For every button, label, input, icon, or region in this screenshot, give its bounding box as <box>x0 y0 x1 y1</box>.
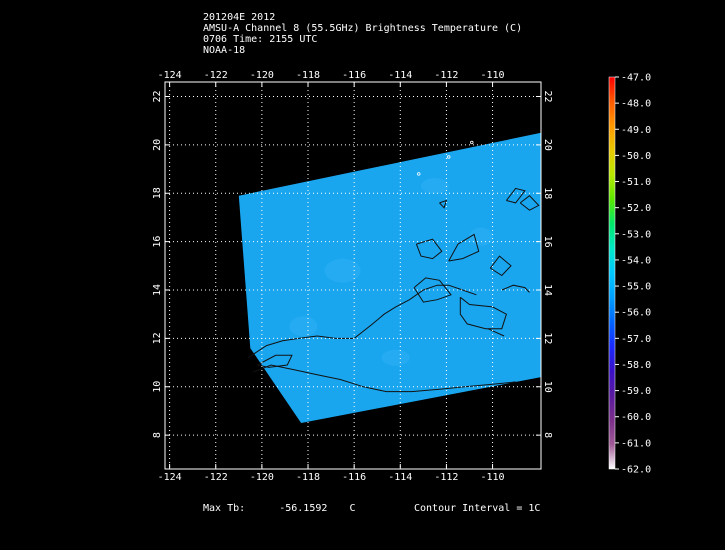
lon-tick-label-bottom: -110 <box>481 472 505 483</box>
colorbar-label: -48.0 <box>621 99 651 110</box>
lat-tick-label-left: 20 <box>152 139 163 151</box>
lon-tick-label-bottom: -116 <box>342 472 366 483</box>
colorbar-label: -52.0 <box>621 203 651 214</box>
lon-tick-label-top: -124 <box>158 70 182 81</box>
lon-tick-label-top: -122 <box>204 70 228 81</box>
axis-ticks: -124 -124 -122 -122 -120 -120 -118 -118 -116 -116… <box>152 70 553 483</box>
map-frame <box>164 81 542 470</box>
title-line-storm: 201204E 2012 <box>203 12 276 23</box>
max-tb-unit: C <box>349 503 356 514</box>
lat-tick-label-right: 14 <box>542 284 553 296</box>
lon-tick-label-bottom: -114 <box>388 472 412 483</box>
contour-blip <box>470 140 474 145</box>
contour-line <box>439 199 448 209</box>
colorbar-label: -57.0 <box>621 334 651 345</box>
contour-interval: Contour Interval = 1C <box>414 503 541 514</box>
max-tb-readout: Max Tb: -56.1592 C <box>203 503 355 514</box>
title-line-channel: AMSU-A Channel 8 (55.5GHz) Brightness Te… <box>203 23 523 34</box>
lat-tick-label-left: 18 <box>152 187 163 199</box>
lat-tick-label-left: 16 <box>152 236 163 248</box>
lat-tick-label-right: 8 <box>542 432 553 438</box>
colorbar-gradient <box>608 76 616 470</box>
lat-tick-label-left: 8 <box>152 432 163 438</box>
lat-tick-label-right: 12 <box>542 332 553 344</box>
lat-lon-grid <box>165 82 541 469</box>
contour-line <box>459 296 508 330</box>
colorbar: -47.0 -48.0 -49.0 -50.0 -51.0 -52.0 -53.0 -54.0… <box>608 73 651 476</box>
lon-tick-label-bottom: -112 <box>434 472 458 483</box>
lon-tick-label-top: -114 <box>388 70 412 81</box>
contour-line <box>519 195 540 211</box>
colorbar-label: -60.0 <box>621 412 651 423</box>
colorbar-label: -49.0 <box>621 125 651 136</box>
max-tb-value: -56.1592 <box>279 503 328 514</box>
plot-title: 201204E 2012 AMSU-A Channel 8 (55.5GHz) … <box>203 12 522 56</box>
lon-tick-label-top: -112 <box>434 70 458 81</box>
lat-tick-label-left: 22 <box>152 90 163 102</box>
lat-tick-label-right: 16 <box>542 236 553 248</box>
contour-blip <box>447 155 451 159</box>
colorbar-label: -58.0 <box>621 360 651 371</box>
lat-tick-label-left: 12 <box>152 332 163 344</box>
colorbar-label: -55.0 <box>621 282 651 293</box>
contour-line <box>487 328 505 337</box>
contour-line <box>257 354 293 368</box>
colorbar-label: -62.0 <box>621 465 651 476</box>
temperature-patch <box>381 349 410 366</box>
max-tb-label: Max Tb: <box>203 503 246 514</box>
colorbar-label: -53.0 <box>621 229 651 240</box>
colorbar-label: -47.0 <box>621 73 651 84</box>
contour-line <box>501 284 530 293</box>
lon-tick-label-top: -118 <box>296 70 320 81</box>
lon-tick-label-top: -110 <box>481 70 505 81</box>
temperature-patch <box>469 227 494 246</box>
colorbar-label: -59.0 <box>621 386 651 397</box>
colorbar-label: -54.0 <box>621 255 651 266</box>
lat-tick-label-right: 10 <box>542 381 553 393</box>
swath-fill <box>238 132 541 423</box>
lon-tick-label-bottom: -122 <box>204 472 228 483</box>
lat-tick-label-right: 20 <box>542 139 553 151</box>
colorbar-label: -51.0 <box>621 177 651 188</box>
lon-tick-label-bottom: -120 <box>250 472 274 483</box>
brightness-temperature-swath <box>238 132 541 423</box>
temperature-patch <box>324 258 361 283</box>
contour-line <box>415 238 443 260</box>
colorbar-label: -50.0 <box>621 151 651 162</box>
colorbar-label: -56.0 <box>621 308 651 319</box>
lat-tick-label-left: 14 <box>152 284 163 296</box>
contour-line <box>506 187 526 204</box>
temperature-patch <box>289 316 318 337</box>
lat-tick-label-left: 10 <box>152 381 163 393</box>
contour-blip <box>417 172 421 176</box>
lon-tick-label-top: -120 <box>250 70 274 81</box>
contour-line <box>413 277 452 303</box>
lon-tick-label-bottom: -118 <box>296 472 320 483</box>
lon-tick-label-top: -116 <box>342 70 366 81</box>
colorbar-label: -61.0 <box>621 438 651 449</box>
lat-tick-label-right: 18 <box>542 187 553 199</box>
lon-tick-label-bottom: -124 <box>158 472 182 483</box>
temperature-patch <box>420 178 449 195</box>
contour-line <box>448 233 480 262</box>
title-line-satellite: NOAA-18 <box>203 45 246 56</box>
title-line-time: 0706 Time: 2155 UTC <box>203 34 318 45</box>
contour-line <box>489 255 512 277</box>
lat-tick-label-right: 22 <box>542 90 553 102</box>
